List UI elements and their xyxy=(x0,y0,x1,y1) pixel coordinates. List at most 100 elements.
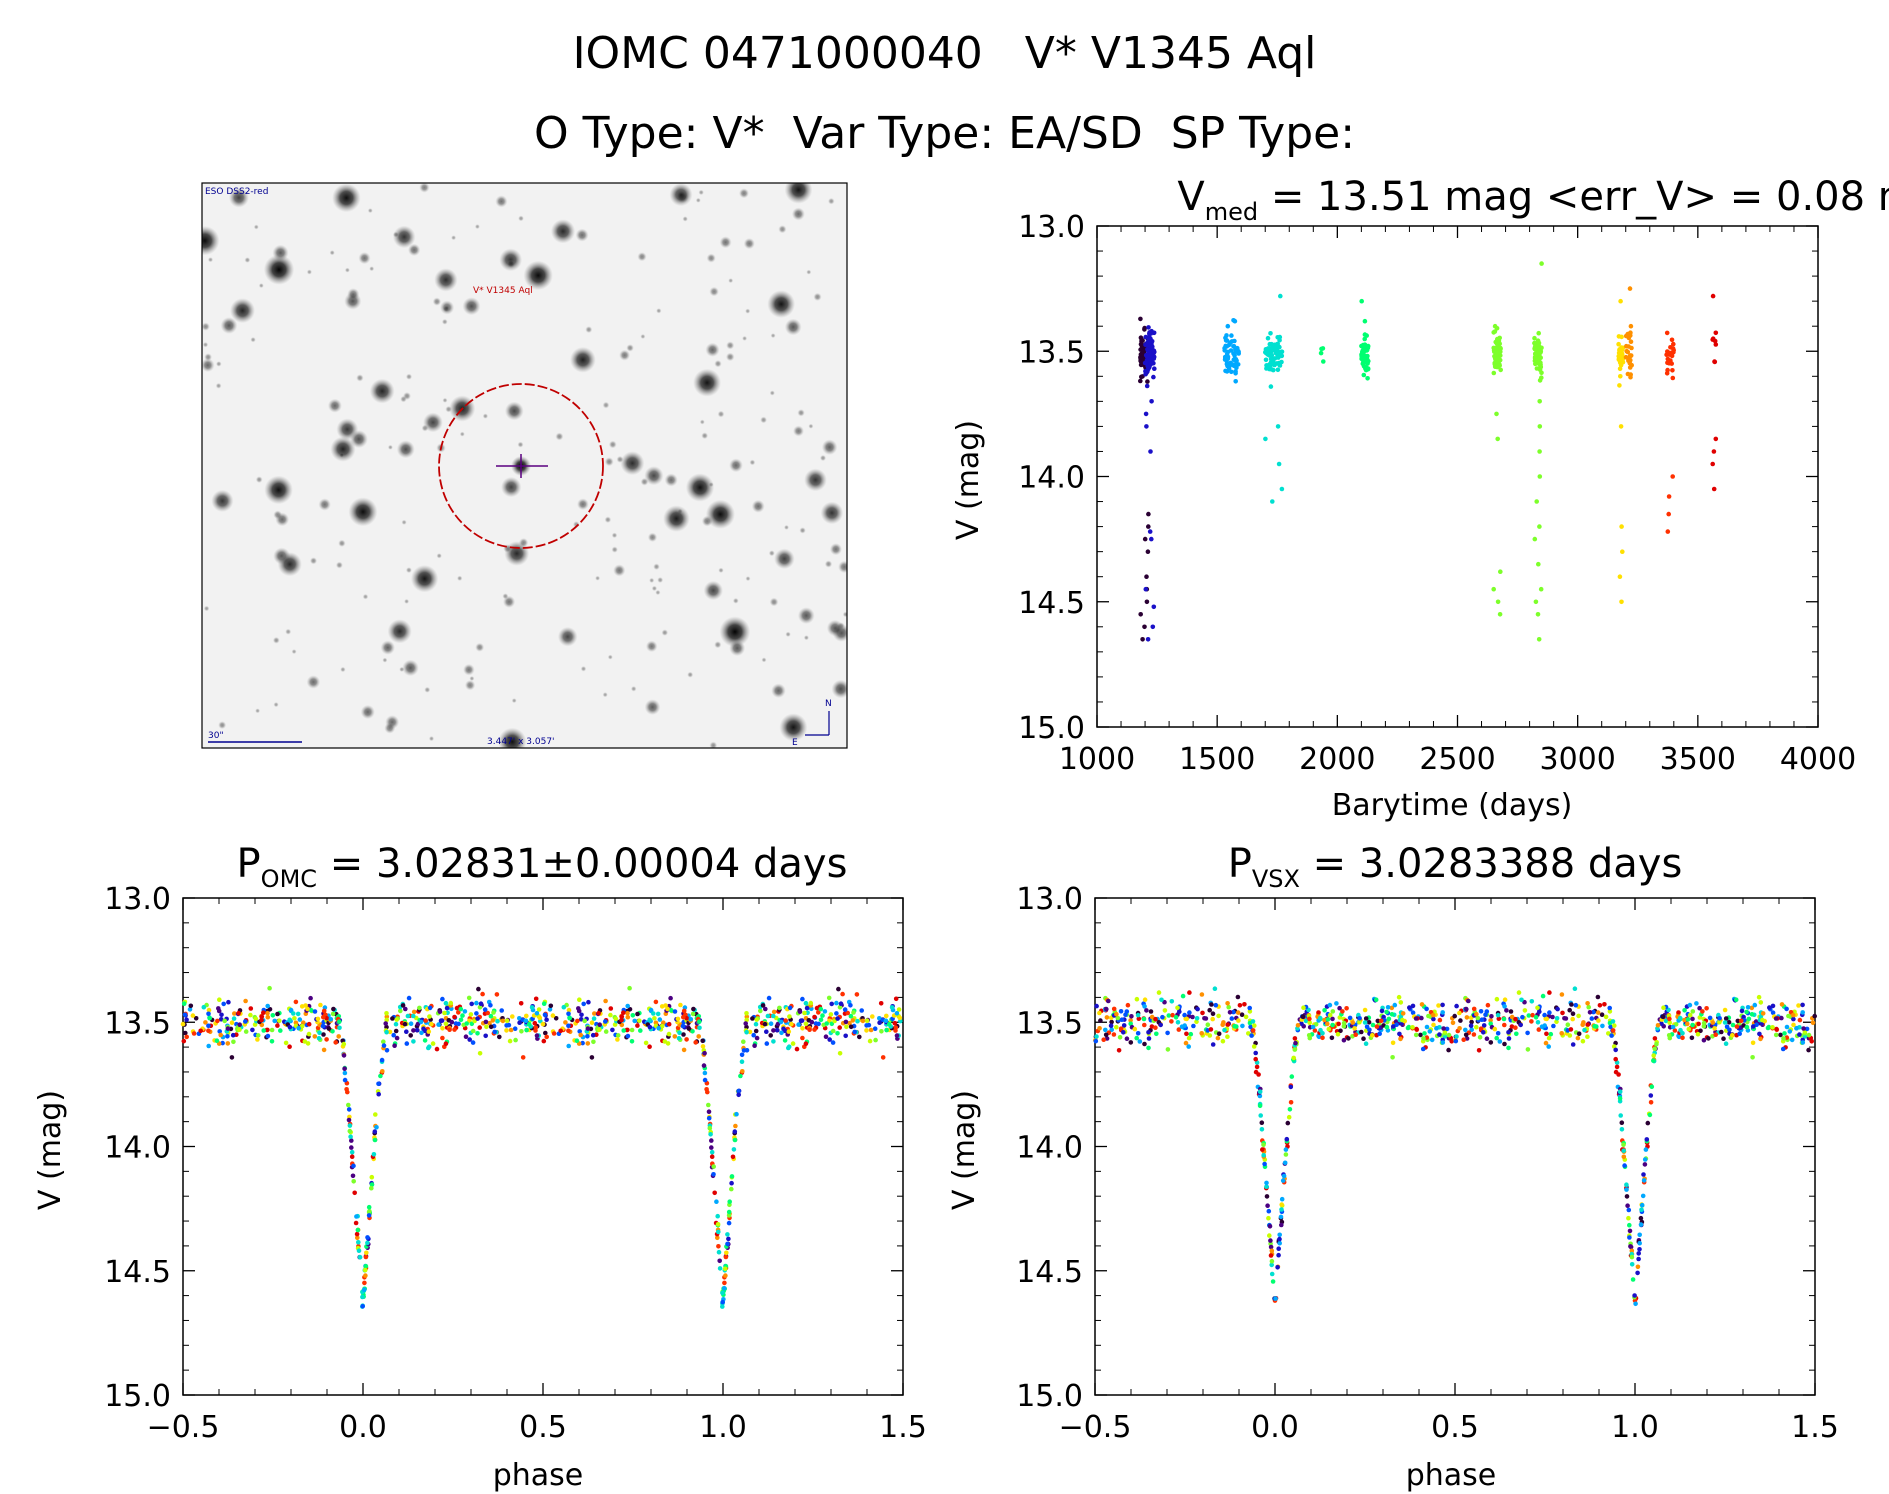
phase-vsx-point xyxy=(1216,1013,1221,1019)
sp-type-label: SP Type: xyxy=(1170,108,1356,159)
phase-vsx-point xyxy=(1396,994,1402,1000)
phase-vsx-point xyxy=(1707,1015,1713,1021)
finder-star xyxy=(656,308,662,314)
lightcurve-point xyxy=(1619,524,1624,529)
phase-vsx-point xyxy=(1757,1031,1762,1037)
phase-vsx-point xyxy=(1341,1020,1347,1026)
phase-omc-point xyxy=(709,1145,714,1150)
phase-vsx-point xyxy=(1410,1025,1415,1030)
phase-omc-point xyxy=(720,1299,725,1305)
phase-vsx-point xyxy=(1791,1022,1796,1028)
phase-omc-point xyxy=(760,1003,766,1008)
phase-omc-point xyxy=(317,1030,322,1036)
phase-omc-point xyxy=(243,1029,249,1034)
phase-vsx-point xyxy=(1434,1025,1439,1031)
finder-star xyxy=(557,626,578,647)
phase-omc-point xyxy=(547,1007,553,1012)
phase-omc-xtick-label: 1.5 xyxy=(879,1410,927,1445)
phase-omc-point xyxy=(837,1051,843,1056)
lightcurve-point xyxy=(1536,330,1541,336)
lightcurve-ytick-label: 13.5 xyxy=(1018,335,1085,370)
finder-star xyxy=(769,390,775,396)
phase-vsx-point xyxy=(1136,1016,1142,1021)
phase-vsx-point xyxy=(1119,1017,1125,1022)
phase-omc-point xyxy=(597,1027,602,1032)
phase-vsx-point xyxy=(1624,1187,1629,1192)
finder-star xyxy=(669,183,693,207)
phase-omc-point xyxy=(220,1040,225,1046)
phase-omc-point xyxy=(880,1055,886,1060)
phase-omc-point xyxy=(566,1007,572,1013)
finder-star xyxy=(462,297,481,316)
phase-vsx-point xyxy=(1419,1002,1425,1007)
phase-omc-point xyxy=(603,998,608,1004)
finder-star xyxy=(695,197,701,203)
phase-vsx-point xyxy=(1109,1019,1114,1025)
finder-star xyxy=(831,679,847,699)
phase-omc-point xyxy=(400,1003,406,1008)
phase-omc-point xyxy=(672,1034,678,1039)
phase-omc-point xyxy=(383,1021,389,1026)
phase-omc-point xyxy=(896,1007,902,1012)
phase-omc-point xyxy=(635,1023,640,1028)
phase-omc-point xyxy=(845,1010,850,1016)
phase-vsx-point xyxy=(1508,1009,1514,1014)
finder-star xyxy=(784,183,813,204)
lightcurve-point xyxy=(1277,363,1283,368)
phase-vsx-point xyxy=(1627,1235,1632,1240)
lightcurve-point xyxy=(1143,371,1148,377)
phase-omc-point xyxy=(672,1009,678,1014)
phase-vsx-point xyxy=(1220,1038,1226,1044)
phase-vsx-point xyxy=(1609,1033,1614,1038)
phase-vsx-point xyxy=(1118,1009,1124,1014)
phase-omc-point xyxy=(774,1027,780,1033)
phase-omc-point xyxy=(625,1010,630,1016)
phase-vsx-ytick-label: 14.5 xyxy=(1016,1255,1083,1290)
phase-vsx-point xyxy=(1259,1127,1265,1132)
phase-vsx-point xyxy=(1390,1055,1395,1060)
phase-omc-point xyxy=(744,1029,749,1035)
phase-vsx-point xyxy=(1440,1010,1445,1015)
phase-omc-point xyxy=(830,1040,836,1045)
phase-vsx-ylabel: V (mag) xyxy=(947,1090,982,1210)
phase-omc-point xyxy=(467,1037,473,1042)
phase-vsx-point xyxy=(1350,1020,1356,1025)
phase-omc-point xyxy=(708,1132,713,1137)
phase-vsx-point xyxy=(1359,1029,1364,1035)
phase-vsx-point xyxy=(1787,1029,1793,1034)
phase-omc-point xyxy=(404,1041,410,1046)
phase-omc-point xyxy=(893,1025,899,1030)
phase-vsx-point xyxy=(1649,1084,1655,1089)
phase-omc-point xyxy=(843,1019,849,1025)
lightcurve-point xyxy=(1619,599,1624,605)
phase-vsx-point xyxy=(1626,1207,1632,1213)
lightcurve-plot: 1000 1500 2000 2500 3000 3500 400013.013.514.0… xyxy=(1018,210,1856,777)
lightcurve-point xyxy=(1537,424,1543,429)
phase-omc-point xyxy=(345,1089,350,1095)
phase-vsx-point xyxy=(1270,1279,1276,1284)
phase-omc-point xyxy=(357,1254,363,1260)
phase-vsx-point xyxy=(1750,1055,1755,1060)
phase-omc-point xyxy=(764,1041,770,1046)
lightcurve-point xyxy=(1236,349,1241,354)
lightcurve-point xyxy=(1496,337,1502,343)
phase-vsx-point xyxy=(1722,1020,1728,1025)
finder-star xyxy=(503,595,516,608)
phase-omc-point xyxy=(576,1008,582,1014)
east-label: E xyxy=(792,738,798,748)
lightcurve-xtick-label: 3000 xyxy=(1539,742,1615,777)
lightcurve-point xyxy=(1231,344,1237,349)
phase-vsx-point xyxy=(1652,1046,1658,1052)
phase-vsx-point xyxy=(1758,1000,1764,1005)
phase-vsx-point xyxy=(1363,1016,1369,1021)
phase-omc-point xyxy=(326,1026,332,1031)
phase-omc-point xyxy=(800,1026,805,1031)
phase-omc-point xyxy=(217,997,222,1002)
finder-star xyxy=(392,225,416,249)
finder-star xyxy=(799,527,806,534)
phase-omc-point xyxy=(768,1033,773,1038)
finder-star xyxy=(272,636,280,644)
phase-omc-point xyxy=(232,1011,237,1016)
lightcurve-ytick-label: 15.0 xyxy=(1018,711,1085,746)
phase-vsx-point xyxy=(1582,1027,1587,1033)
